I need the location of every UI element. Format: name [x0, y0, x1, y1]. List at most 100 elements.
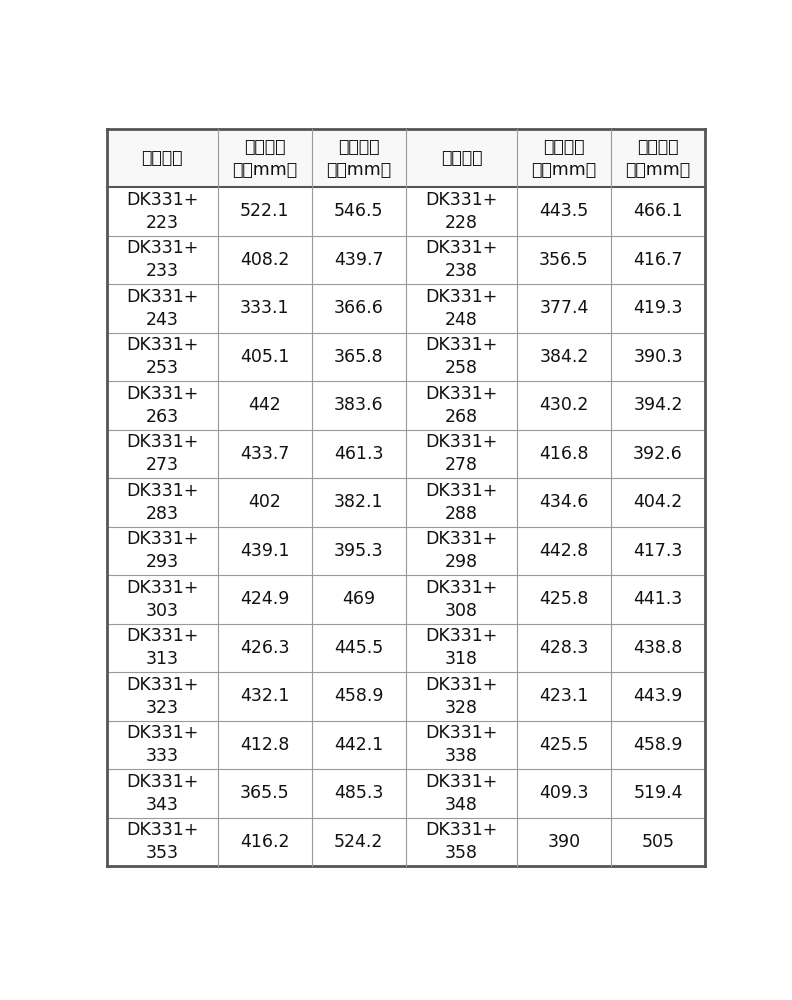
- Text: 439.1: 439.1: [240, 542, 290, 560]
- Text: DK331+
248: DK331+ 248: [425, 288, 497, 329]
- Text: DK331+
328: DK331+ 328: [425, 676, 497, 717]
- Text: DK331+
273: DK331+ 273: [126, 433, 199, 474]
- Text: 382.1: 382.1: [334, 493, 383, 511]
- Text: DK331+
288: DK331+ 288: [425, 482, 497, 523]
- Bar: [107, 527, 705, 575]
- Text: 443.5: 443.5: [539, 202, 588, 220]
- Text: 469: 469: [342, 590, 375, 608]
- Text: 424.9: 424.9: [240, 590, 290, 608]
- Text: DK331+
353: DK331+ 353: [126, 821, 199, 862]
- Text: 416.7: 416.7: [634, 251, 683, 269]
- Text: DK331+
333: DK331+ 333: [126, 724, 199, 765]
- Text: 524.2: 524.2: [334, 833, 383, 851]
- Text: 425.5: 425.5: [539, 736, 588, 754]
- Text: 拱顶沉降
值（mm）: 拱顶沉降 值（mm）: [232, 138, 297, 179]
- Text: DK331+
318: DK331+ 318: [425, 627, 497, 668]
- Text: DK331+
313: DK331+ 313: [126, 627, 199, 668]
- Text: DK331+
338: DK331+ 338: [425, 724, 497, 765]
- Text: 417.3: 417.3: [634, 542, 683, 560]
- Text: 466.1: 466.1: [633, 202, 683, 220]
- Text: DK331+
358: DK331+ 358: [425, 821, 497, 862]
- Text: DK331+
343: DK331+ 343: [126, 773, 199, 814]
- Bar: [107, 381, 705, 430]
- Bar: [107, 672, 705, 721]
- Text: 周边收敛
值（mm）: 周边收敛 值（mm）: [626, 138, 691, 179]
- Bar: [107, 129, 705, 187]
- Bar: [107, 624, 705, 672]
- Text: 405.1: 405.1: [240, 348, 290, 366]
- Text: 423.1: 423.1: [539, 687, 588, 705]
- Text: 458.9: 458.9: [634, 736, 683, 754]
- Text: 周边收敛
值（mm）: 周边收敛 值（mm）: [326, 138, 391, 179]
- Text: 384.2: 384.2: [539, 348, 588, 366]
- Text: 433.7: 433.7: [240, 445, 290, 463]
- Text: DK331+
303: DK331+ 303: [126, 579, 199, 620]
- Text: 412.8: 412.8: [240, 736, 290, 754]
- Text: 416.8: 416.8: [539, 445, 588, 463]
- Text: DK331+
308: DK331+ 308: [425, 579, 497, 620]
- Text: 442: 442: [249, 396, 281, 414]
- Text: 392.6: 392.6: [633, 445, 683, 463]
- Text: 356.5: 356.5: [539, 251, 588, 269]
- Text: 438.8: 438.8: [634, 639, 683, 657]
- Text: DK331+
293: DK331+ 293: [126, 530, 199, 571]
- Text: 428.3: 428.3: [539, 639, 588, 657]
- Text: DK331+
238: DK331+ 238: [425, 239, 497, 280]
- Text: 442.8: 442.8: [539, 542, 588, 560]
- Bar: [107, 721, 705, 769]
- Text: DK331+
283: DK331+ 283: [126, 482, 199, 523]
- Text: 434.6: 434.6: [539, 493, 588, 511]
- Text: 426.3: 426.3: [240, 639, 290, 657]
- Text: 546.5: 546.5: [334, 202, 383, 220]
- Text: DK331+
298: DK331+ 298: [425, 530, 497, 571]
- Text: 395.3: 395.3: [334, 542, 383, 560]
- Bar: [107, 187, 705, 235]
- Text: 445.5: 445.5: [334, 639, 383, 657]
- Text: 断面里程: 断面里程: [142, 149, 183, 167]
- Bar: [107, 478, 705, 527]
- Text: DK331+
278: DK331+ 278: [425, 433, 497, 474]
- Text: 485.3: 485.3: [334, 784, 383, 802]
- Text: DK331+
268: DK331+ 268: [425, 385, 497, 426]
- Text: 366.6: 366.6: [334, 299, 384, 317]
- Text: DK331+
323: DK331+ 323: [126, 676, 199, 717]
- Text: DK331+
243: DK331+ 243: [126, 288, 199, 329]
- Bar: [107, 430, 705, 478]
- Bar: [107, 818, 705, 866]
- Text: 441.3: 441.3: [634, 590, 683, 608]
- Text: 461.3: 461.3: [334, 445, 383, 463]
- Text: 442.1: 442.1: [334, 736, 383, 754]
- Text: DK331+
263: DK331+ 263: [126, 385, 199, 426]
- Text: DK331+
228: DK331+ 228: [425, 191, 497, 232]
- Text: 419.3: 419.3: [634, 299, 683, 317]
- Text: 402: 402: [249, 493, 281, 511]
- Text: 404.2: 404.2: [634, 493, 683, 511]
- Text: 430.2: 430.2: [539, 396, 588, 414]
- Text: 439.7: 439.7: [334, 251, 383, 269]
- Text: 拱顶沉降
值（mm）: 拱顶沉降 值（mm）: [531, 138, 596, 179]
- Bar: [107, 235, 705, 284]
- Text: 377.4: 377.4: [539, 299, 588, 317]
- Bar: [107, 575, 705, 624]
- Text: 519.4: 519.4: [634, 784, 683, 802]
- Text: DK331+
258: DK331+ 258: [425, 336, 497, 377]
- Text: 425.8: 425.8: [539, 590, 588, 608]
- Text: 458.9: 458.9: [334, 687, 383, 705]
- Text: 383.6: 383.6: [334, 396, 383, 414]
- Text: 断面里程: 断面里程: [440, 149, 482, 167]
- Text: 443.9: 443.9: [634, 687, 683, 705]
- Text: 390.3: 390.3: [633, 348, 683, 366]
- Text: 416.2: 416.2: [240, 833, 290, 851]
- Text: 390: 390: [547, 833, 581, 851]
- Bar: [107, 284, 705, 333]
- Text: 522.1: 522.1: [240, 202, 290, 220]
- Text: 505: 505: [642, 833, 675, 851]
- Text: 408.2: 408.2: [240, 251, 290, 269]
- Text: 365.8: 365.8: [334, 348, 383, 366]
- Bar: [107, 769, 705, 818]
- Text: DK331+
233: DK331+ 233: [126, 239, 199, 280]
- Text: 365.5: 365.5: [240, 784, 290, 802]
- Bar: [107, 333, 705, 381]
- Text: 333.1: 333.1: [240, 299, 290, 317]
- Text: DK331+
348: DK331+ 348: [425, 773, 497, 814]
